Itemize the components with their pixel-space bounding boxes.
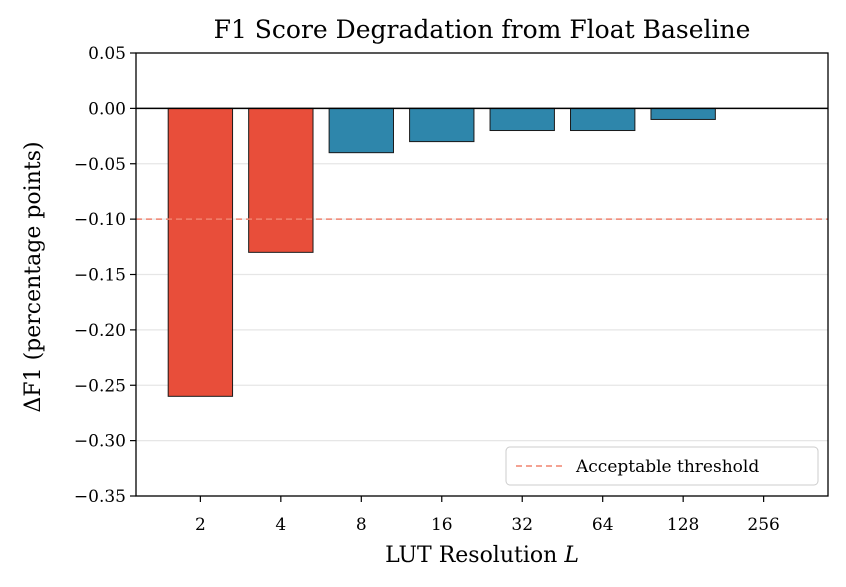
x-tick-label: 2	[195, 515, 206, 535]
y-tick-label: −0.30	[74, 432, 126, 452]
bar-2	[167, 107, 234, 397]
x-axis-label: LUT Resolution L	[385, 543, 579, 568]
x-tick-label: 128	[667, 515, 699, 535]
x-axis-label-variable: L	[563, 543, 579, 568]
y-tick-label: −0.35	[74, 487, 126, 507]
bar-8	[328, 107, 394, 154]
x-axis-ticks: 2 4 8 16 32 64 128 256	[195, 496, 780, 535]
x-tick-label: 8	[356, 515, 367, 535]
legend-box	[505, 446, 819, 486]
x-tick-label: 4	[275, 515, 286, 535]
bar-128	[650, 107, 716, 120]
grid-lines	[136, 52, 828, 497]
x-axis-label-text: LUT Resolution	[385, 543, 564, 568]
y-tick-label: 0.05	[88, 44, 126, 64]
y-tick-label: −0.20	[74, 321, 126, 341]
chart-title: F1 Score Degradation from Float Baseline	[214, 15, 751, 44]
y-tick-label: −0.05	[74, 155, 126, 175]
y-axis-label: ΔF1 (percentage points)	[21, 141, 46, 412]
bar-16	[409, 107, 475, 143]
x-tick-label: 256	[747, 515, 779, 535]
bar-32	[489, 107, 555, 132]
bar-4	[248, 107, 314, 253]
reference-lines	[136, 107, 828, 220]
legend-label: Acceptable threshold	[575, 457, 759, 477]
x-tick-label: 64	[592, 515, 614, 535]
x-tick-label: 16	[431, 515, 453, 535]
y-tick-label: 0.00	[88, 99, 126, 119]
y-tick-label: −0.10	[74, 210, 126, 230]
y-tick-label: −0.15	[74, 266, 126, 286]
x-tick-label: 32	[511, 515, 533, 535]
y-axis-ticks: 0.05 0.00 −0.05 −0.10 −0.15 −0.20 −0.25 −0.30 −0…	[74, 44, 136, 507]
y-tick-label: −0.25	[74, 376, 126, 396]
bars	[167, 107, 716, 397]
legend: Acceptable threshold	[505, 446, 819, 486]
bar-64	[570, 107, 636, 132]
